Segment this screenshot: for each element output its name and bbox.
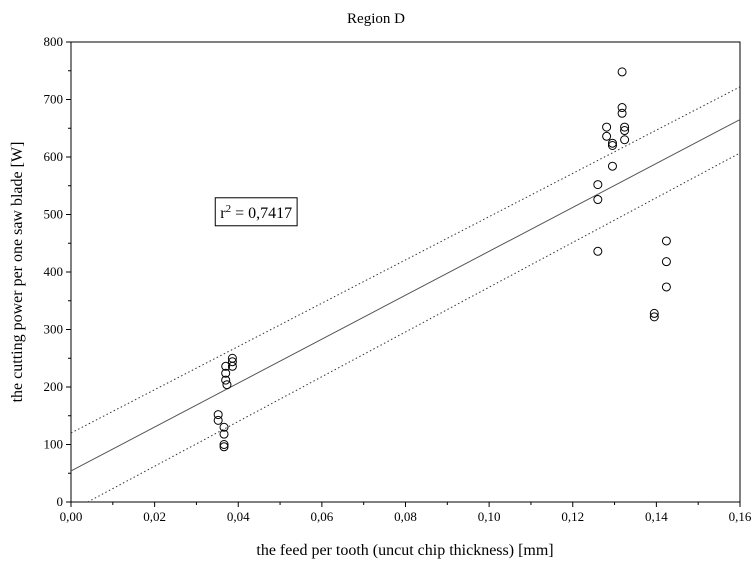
y-tick-label: 400 — [44, 264, 64, 279]
data-point — [607, 161, 617, 171]
data-point — [620, 135, 630, 145]
x-tick-label: 0,14 — [645, 509, 668, 524]
data-point — [620, 126, 630, 136]
x-tick-label: 0,16 — [729, 509, 752, 524]
chart-title: Region D — [347, 11, 405, 27]
y-tick-label: 0 — [57, 494, 64, 509]
y-tick-label: 200 — [44, 379, 64, 394]
confidence-band-lower — [87, 152, 741, 503]
data-point — [213, 410, 223, 420]
data-point — [620, 122, 630, 132]
confidence-band — [70, 86, 741, 503]
data-point — [219, 429, 229, 439]
axis-ticks — [66, 41, 741, 507]
plot-area — [70, 41, 741, 503]
data-point — [221, 368, 231, 378]
data-point — [607, 141, 617, 150]
r-squared-annotation: r2 = 0,7417 — [214, 197, 298, 227]
data-point — [661, 282, 671, 292]
data-point — [661, 236, 671, 246]
data-point — [219, 440, 229, 449]
y-tick-label: 800 — [44, 34, 64, 49]
annotation-superscript: 2 — [226, 203, 232, 215]
x-tick-label: 0,02 — [143, 509, 166, 524]
data-points — [213, 67, 671, 452]
data-point — [602, 122, 612, 132]
y-tick-label: 700 — [44, 92, 64, 107]
data-point — [219, 442, 229, 452]
x-tick-label: 0,00 — [60, 509, 83, 524]
data-point — [617, 103, 627, 113]
data-point — [649, 312, 659, 322]
x-tick-label: 0,10 — [478, 509, 501, 524]
x-axis-title: the feed per tooth (uncut chip thickness… — [256, 542, 553, 559]
data-point — [602, 131, 612, 141]
data-point — [593, 180, 603, 190]
data-point — [213, 415, 223, 425]
annotation-box — [214, 197, 298, 227]
y-tick-label: 300 — [44, 322, 64, 337]
data-point — [221, 375, 231, 385]
y-axis-title: the cutting power per one saw blade [W] — [9, 142, 26, 403]
data-point — [617, 67, 627, 77]
annotation-prefix: r — [220, 205, 226, 222]
x-tick-label: 0,12 — [561, 509, 584, 524]
data-point — [593, 195, 603, 205]
x-tick-label: 0,08 — [394, 509, 417, 524]
y-tick-label: 500 — [44, 207, 64, 222]
data-point — [222, 380, 232, 390]
y-tick-label: 100 — [44, 437, 64, 452]
data-point — [219, 422, 229, 432]
annotation-text: r2 = 0,7417 — [220, 203, 292, 222]
y-tick-labels: 0 100 200 300 400 500 600 700 800 — [44, 34, 64, 509]
confidence-band-upper — [70, 86, 741, 434]
data-point — [661, 257, 671, 267]
x-tick-labels: 0,00 0,02 0,04 0,06 0,08 0,10 0,12 0,14 0,16 — [60, 509, 752, 524]
annotation-suffix: = 0,7417 — [231, 205, 292, 222]
data-point — [227, 361, 237, 371]
data-point — [649, 308, 659, 318]
y-tick-label: 600 — [44, 149, 64, 164]
x-tick-label: 0,06 — [311, 509, 334, 524]
data-point — [227, 357, 237, 367]
x-tick-label: 0,04 — [227, 509, 250, 524]
data-point — [617, 108, 627, 118]
data-point — [221, 361, 231, 371]
data-point — [593, 246, 603, 256]
data-point — [607, 138, 617, 148]
regression-line — [70, 119, 741, 472]
